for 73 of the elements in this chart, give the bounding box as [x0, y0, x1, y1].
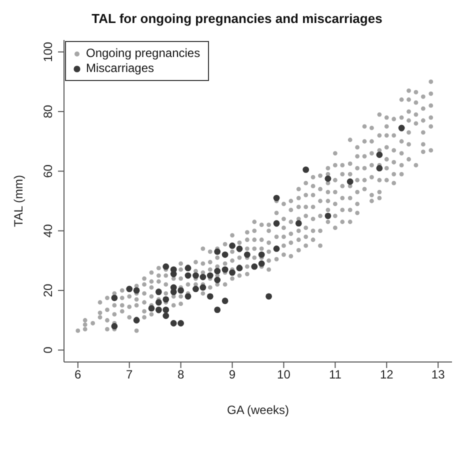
point [155, 299, 162, 306]
point [206, 272, 214, 279]
point [376, 152, 383, 158]
y-tick-label: 20 [41, 283, 55, 298]
point [170, 270, 177, 278]
x-tick-label: 11 [328, 368, 342, 382]
point [236, 264, 243, 272]
point [295, 220, 302, 227]
point [155, 288, 162, 296]
y-axis-title: TAL (mm) [11, 175, 26, 227]
point [346, 178, 354, 185]
point [324, 175, 332, 182]
point [376, 165, 383, 172]
point [214, 268, 221, 274]
point [273, 194, 280, 202]
point [184, 293, 192, 300]
point [148, 305, 155, 312]
point [222, 298, 228, 304]
y-tick-label: 80 [41, 104, 55, 118]
x-tick-label: 12 [380, 368, 394, 382]
point [258, 260, 265, 267]
point [229, 242, 236, 249]
point [258, 251, 265, 258]
point [111, 323, 118, 330]
point [155, 306, 162, 314]
x-tick-label: 13 [431, 368, 446, 382]
y-tick-label: 100 [41, 42, 55, 62]
point [111, 294, 118, 302]
point [273, 220, 280, 227]
x-tick-label: 8 [177, 368, 184, 382]
point [178, 287, 184, 294]
y-tick-label: 40 [41, 224, 55, 238]
point [200, 274, 206, 280]
x-tick-label: 7 [126, 368, 134, 382]
x-axis-title: GA (weeks) [226, 403, 290, 417]
point [266, 293, 272, 300]
chart-title: TAL for ongoing pregnancies and miscarriages [90, 10, 384, 28]
point [170, 320, 177, 326]
point [222, 266, 228, 273]
legend-label: Miscarriages [86, 61, 154, 76]
point [214, 276, 221, 284]
y-tick-label: 60 [41, 164, 55, 178]
point [251, 263, 258, 270]
point [162, 312, 170, 319]
point [170, 288, 177, 296]
point [162, 263, 170, 270]
point [133, 287, 140, 294]
point [214, 306, 221, 314]
point [302, 166, 310, 173]
point [398, 124, 405, 132]
point [200, 284, 206, 291]
point [184, 264, 192, 272]
point [192, 286, 199, 292]
point [324, 212, 332, 220]
point [126, 286, 133, 292]
point [229, 269, 236, 276]
point [236, 246, 243, 252]
point [133, 317, 140, 324]
point [206, 293, 214, 300]
point [222, 251, 228, 258]
x-tick-label: 9 [228, 368, 236, 382]
point [244, 251, 250, 258]
point [192, 272, 199, 279]
y-tick-label: 0 [41, 346, 55, 354]
x-tick-label: 10 [277, 368, 291, 382]
x-tick-label: 6 [74, 368, 82, 382]
legend-label: Ongoing pregnancies [86, 46, 200, 61]
point [178, 320, 184, 326]
point [273, 246, 280, 252]
point [162, 306, 170, 314]
point [184, 272, 192, 279]
point [214, 248, 221, 255]
point [162, 296, 170, 303]
